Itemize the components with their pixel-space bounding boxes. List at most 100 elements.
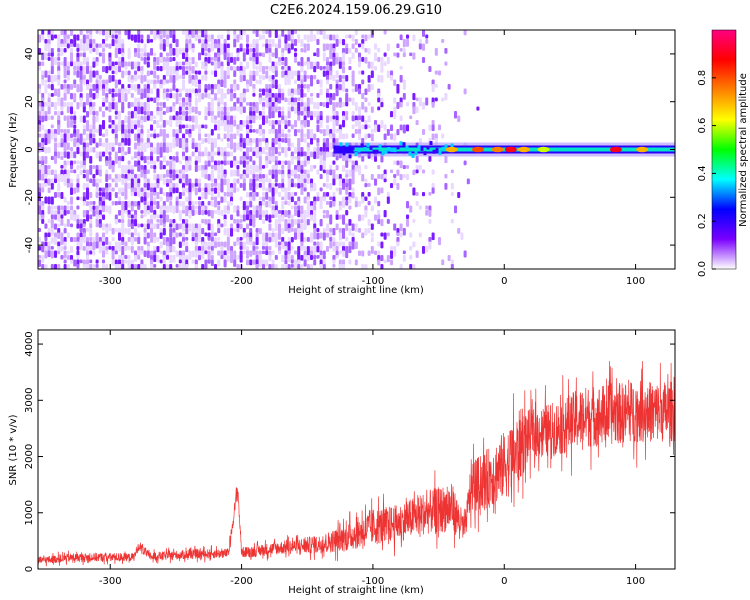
- noise-cell: [249, 156, 253, 162]
- noise-cell: [284, 66, 288, 71]
- noise-cell: [402, 165, 406, 170]
- noise-cell: [422, 129, 426, 135]
- noise-cell: [246, 39, 250, 43]
- noise-cell: [399, 34, 403, 41]
- noise-cell: [434, 97, 438, 102]
- noise-cell: [79, 70, 83, 76]
- noise-cell: [268, 169, 272, 176]
- noise-cell: [361, 102, 365, 110]
- noise-cell: [156, 156, 160, 162]
- noise-cell: [60, 165, 64, 169]
- noise-cell: [70, 259, 74, 264]
- signal-speckle: [360, 143, 364, 148]
- noise-cell: [342, 156, 346, 162]
- noise-cell: [249, 124, 253, 129]
- noise-cell: [159, 129, 163, 137]
- noise-cell: [185, 97, 189, 102]
- noise-cell: [242, 178, 246, 184]
- noise-cell: [236, 228, 240, 233]
- noise-cell: [444, 61, 448, 66]
- noise-cell: [44, 138, 48, 146]
- noise-cell: [198, 133, 202, 141]
- noise-cell: [201, 210, 205, 216]
- noise-cell: [130, 169, 134, 175]
- noise-cell: [130, 156, 134, 160]
- noise-cell: [130, 129, 134, 134]
- noise-cell: [140, 34, 144, 40]
- noise-cell: [351, 187, 355, 192]
- noise-cell: [201, 255, 205, 260]
- noise-cell: [358, 57, 362, 63]
- noise-cell: [114, 93, 118, 97]
- noise-cell: [118, 111, 122, 117]
- noise-cell: [198, 52, 202, 61]
- noise-cell: [236, 48, 240, 55]
- noise-cell: [194, 97, 198, 104]
- signal-peak: [517, 146, 530, 153]
- noise-cell: [44, 147, 48, 154]
- noise-cell: [217, 192, 221, 198]
- noise-cell: [98, 138, 102, 143]
- noise-cell: [140, 196, 144, 203]
- noise-cell: [143, 264, 147, 269]
- noise-cell: [194, 61, 198, 68]
- noise-cell: [66, 169, 70, 176]
- noise-cell: [262, 111, 266, 117]
- noise-cell: [150, 70, 154, 75]
- noise-cell: [150, 205, 154, 213]
- noise-cell: [281, 147, 285, 154]
- noise-cell: [281, 133, 285, 138]
- noise-cell: [230, 192, 234, 197]
- noise-cell: [265, 97, 269, 103]
- noise-cell: [310, 138, 314, 145]
- noise-cell: [386, 57, 390, 65]
- noise-cell: [239, 174, 243, 180]
- noise-cell: [249, 147, 253, 152]
- noise-cell: [335, 214, 339, 220]
- noise-cell: [134, 34, 138, 43]
- noise-cell: [338, 214, 342, 220]
- noise-cell: [313, 223, 317, 230]
- noise-cell: [166, 120, 170, 126]
- noise-cell: [262, 102, 266, 108]
- noise-cell: [258, 34, 262, 41]
- noise-cell: [185, 165, 189, 173]
- noise-cell: [121, 178, 125, 185]
- noise-cell: [114, 259, 118, 265]
- noise-cell: [50, 205, 54, 210]
- noise-cell: [162, 237, 166, 246]
- noise-cell: [265, 30, 269, 35]
- noise-cell: [166, 88, 170, 93]
- noise-cell: [54, 142, 58, 148]
- noise-cell: [223, 70, 227, 76]
- noise-cell: [60, 61, 64, 66]
- noise-cell: [284, 39, 288, 44]
- signal-peak: [491, 146, 504, 153]
- noise-cell: [322, 196, 326, 202]
- noise-cell: [281, 187, 285, 192]
- noise-cell: [98, 223, 102, 228]
- noise-cell: [89, 48, 93, 54]
- noise-cell: [162, 156, 166, 163]
- noise-cell: [102, 84, 106, 90]
- noise-cell: [143, 201, 147, 206]
- noise-cell: [118, 259, 122, 265]
- noise-cell: [41, 111, 45, 116]
- noise-cell: [319, 79, 323, 86]
- noise-cell: [92, 133, 96, 138]
- noise-cell: [191, 30, 195, 38]
- noise-cell: [188, 115, 192, 122]
- noise-cell: [310, 214, 314, 221]
- noise-cell: [249, 228, 253, 234]
- noise-cell: [178, 124, 182, 130]
- noise-cell: [156, 142, 160, 148]
- noise-cell: [278, 124, 282, 130]
- noise-cell: [50, 84, 54, 91]
- noise-cell: [338, 232, 342, 241]
- noise-cell: [306, 61, 310, 70]
- x-tick-label: -300: [99, 276, 122, 287]
- noise-cell: [278, 97, 282, 104]
- noise-cell: [214, 120, 218, 124]
- noise-cell: [198, 111, 202, 116]
